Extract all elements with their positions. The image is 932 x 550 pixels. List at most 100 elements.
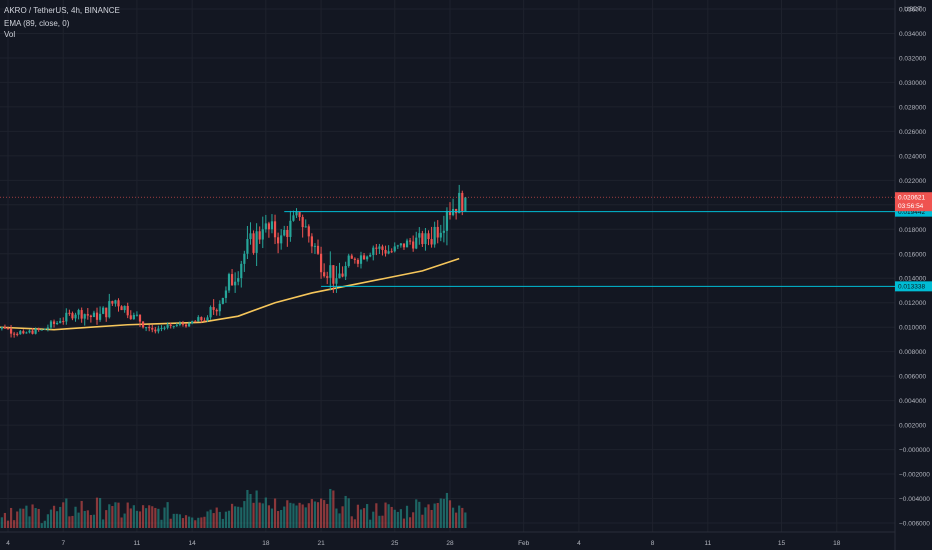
candle-body[interactable] [40, 329, 43, 331]
candle-body[interactable] [77, 310, 80, 315]
candle-body[interactable] [310, 236, 313, 247]
candle-body[interactable] [347, 255, 350, 267]
candle-body[interactable] [307, 226, 310, 237]
candle-body[interactable] [129, 315, 132, 320]
candle-body[interactable] [86, 314, 89, 316]
candle-body[interactable] [200, 317, 203, 321]
candle-body[interactable] [105, 307, 108, 318]
candle-body[interactable] [148, 327, 151, 329]
candle-body[interactable] [22, 331, 25, 334]
candle-body[interactable] [396, 245, 399, 247]
candle-body[interactable] [135, 314, 139, 316]
candle-body[interactable] [338, 273, 341, 279]
candle-body[interactable] [83, 314, 86, 319]
candle-body[interactable] [464, 197, 467, 212]
candle-body[interactable] [178, 323, 181, 325]
candle-body[interactable] [28, 330, 31, 333]
candle-body[interactable] [448, 210, 452, 216]
candle-body[interactable] [252, 233, 255, 253]
candle-body[interactable] [43, 328, 46, 330]
candle-body[interactable] [353, 258, 356, 260]
candle-body[interactable] [326, 276, 329, 278]
candle-body[interactable] [390, 251, 393, 253]
candle-body[interactable] [227, 274, 231, 291]
candle-body[interactable] [117, 300, 120, 307]
candle-body[interactable] [393, 246, 396, 252]
candle-body[interactable] [157, 328, 160, 332]
candle-body[interactable] [151, 327, 154, 330]
candle-body[interactable] [273, 221, 277, 238]
candle-body[interactable] [145, 327, 148, 329]
candle-body[interactable] [52, 321, 56, 324]
candle-body[interactable] [369, 254, 372, 257]
candle-body[interactable] [102, 307, 105, 314]
candle-body[interactable] [362, 255, 366, 260]
candle-body[interactable] [184, 324, 188, 327]
candle-body[interactable] [240, 263, 243, 279]
volume-legend[interactable]: Vol [4, 30, 16, 39]
candle-body[interactable] [203, 320, 206, 322]
candle-body[interactable] [295, 211, 298, 216]
candle-body[interactable] [243, 253, 246, 264]
candle-body[interactable] [292, 215, 295, 221]
candle-body[interactable] [319, 253, 323, 273]
candle-body[interactable] [405, 240, 409, 248]
candle-body[interactable] [34, 328, 37, 334]
candle-body[interactable] [138, 314, 142, 322]
candle-body[interactable] [344, 266, 347, 277]
candle-body[interactable] [111, 301, 114, 304]
candle-body[interactable] [19, 331, 22, 335]
candle-body[interactable] [455, 208, 458, 214]
candle-body[interactable] [270, 221, 274, 230]
candle-body[interactable] [329, 265, 332, 278]
ema-legend[interactable]: EMA (89, close, 0) [4, 19, 70, 28]
candle-body[interactable] [304, 226, 307, 228]
candle-body[interactable] [267, 223, 271, 230]
candle-body[interactable] [114, 300, 117, 304]
candle-body[interactable] [378, 246, 381, 249]
candle-body[interactable] [439, 232, 442, 238]
candle-body[interactable] [74, 314, 77, 319]
candle-body[interactable] [160, 328, 163, 330]
candle-body[interactable] [427, 233, 430, 240]
candle-body[interactable] [277, 237, 280, 244]
candle-body[interactable] [384, 249, 387, 254]
candle-body[interactable] [187, 323, 191, 327]
candle-body[interactable] [172, 325, 175, 327]
candle-body[interactable] [301, 217, 304, 228]
candle-body[interactable] [16, 333, 19, 335]
candle-body[interactable] [381, 246, 384, 250]
candle-body[interactable] [0, 327, 3, 329]
candle-body[interactable] [181, 323, 185, 325]
candle-body[interactable] [25, 332, 28, 334]
candle-body[interactable] [246, 239, 249, 254]
candle-body[interactable] [341, 273, 344, 277]
candle-body[interactable] [458, 192, 461, 214]
candle-body[interactable] [218, 303, 221, 312]
candle-body[interactable] [37, 328, 40, 330]
candle-body[interactable] [372, 247, 375, 255]
candle-body[interactable] [215, 309, 218, 312]
candle-body[interactable] [264, 223, 267, 230]
candle-body[interactable] [283, 229, 286, 236]
candle-body[interactable] [258, 231, 261, 240]
candle-body[interactable] [421, 233, 424, 245]
candle-body[interactable] [332, 265, 335, 284]
candle-body[interactable] [255, 231, 258, 253]
candle-body[interactable] [141, 321, 145, 328]
candle-body[interactable] [80, 310, 83, 319]
candle-body[interactable] [212, 307, 215, 310]
candle-body[interactable] [313, 245, 317, 247]
candle-body[interactable] [98, 313, 102, 320]
candle-body[interactable] [415, 237, 418, 249]
candle-body[interactable] [108, 301, 111, 318]
candle-body[interactable] [65, 312, 68, 322]
candle-body[interactable] [154, 329, 157, 332]
candle-body[interactable] [375, 247, 378, 249]
candle-body[interactable] [62, 321, 65, 323]
candle-body[interactable] [234, 281, 237, 286]
candle-body[interactable] [221, 297, 224, 304]
candle-body[interactable] [286, 229, 289, 237]
symbol-legend[interactable]: AKRO / TetherUS, 4h, BINANCE [4, 6, 120, 15]
candle-body[interactable] [298, 211, 301, 218]
